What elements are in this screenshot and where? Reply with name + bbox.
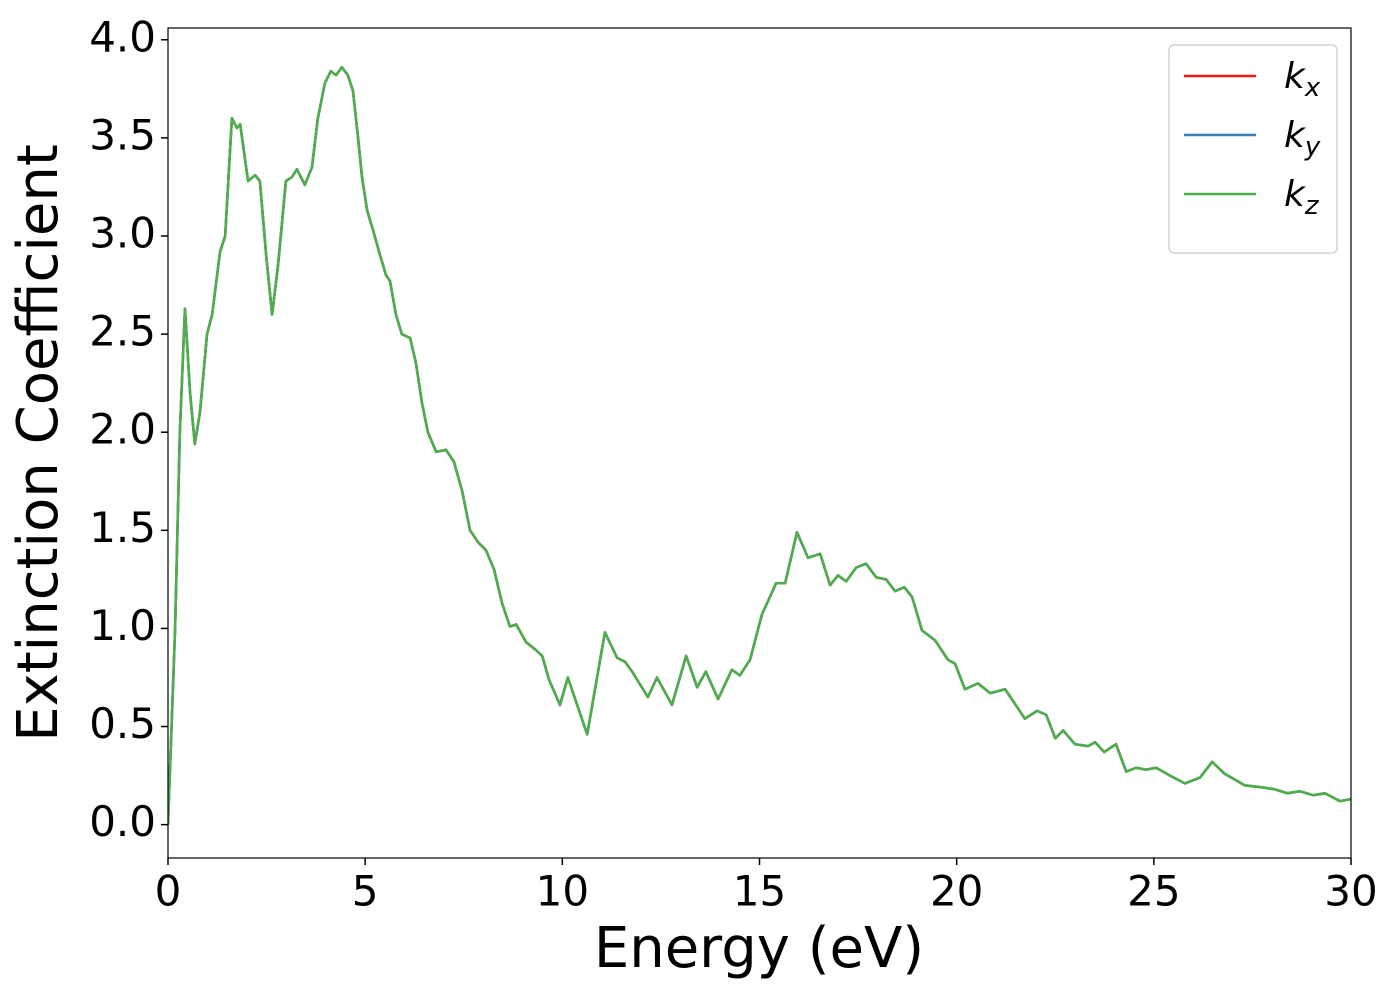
x-tick-label: 30: [1324, 867, 1377, 916]
x-tick-label: 5: [352, 867, 379, 916]
legend-label: kz: [1284, 174, 1320, 221]
y-tick-label: 2.0: [89, 405, 156, 454]
y-tick-label: 0.5: [89, 699, 156, 748]
y-tick-label: 3.5: [89, 110, 156, 159]
y-axis-label: Extinction Coefficient: [6, 144, 71, 742]
legend-label: kx: [1284, 56, 1321, 103]
x-tick-label: 20: [930, 867, 983, 916]
y-tick-label: 4.0: [89, 12, 156, 61]
plot-frame: [167, 27, 1352, 859]
legend-box: [1168, 44, 1338, 254]
y-tick-label: 1.0: [89, 601, 156, 650]
y-tick-label: 2.5: [89, 307, 156, 356]
x-tick-label: 10: [536, 867, 589, 916]
x-tick-label: 25: [1127, 867, 1180, 916]
y-tick-label: 3.0: [89, 208, 156, 257]
x-axis-label: Energy (eV): [594, 916, 924, 981]
data-line: [168, 65, 1351, 825]
y-tick-label: 0.0: [89, 797, 156, 846]
y-tick-label: 1.5: [89, 503, 156, 552]
x-tick-label: 15: [733, 867, 786, 916]
x-tick-label: 0: [155, 867, 182, 916]
legend-label: ky: [1284, 115, 1321, 162]
